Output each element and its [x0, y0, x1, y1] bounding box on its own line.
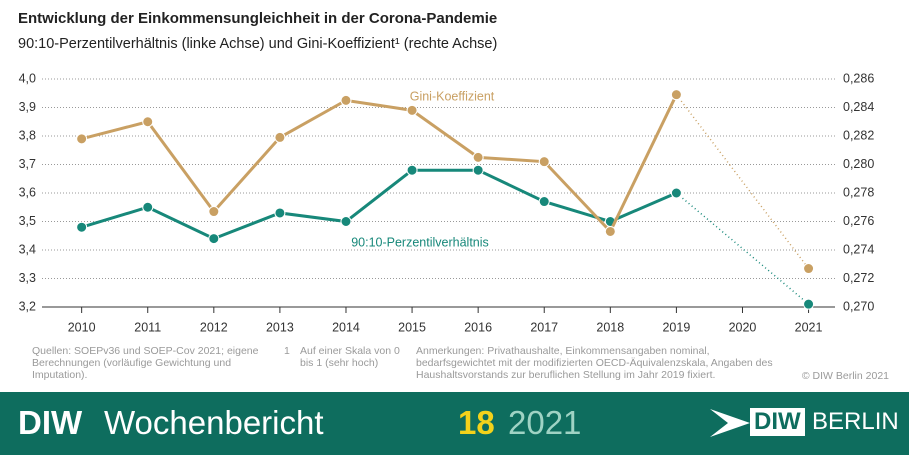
y-tick-label: 3,4 [19, 242, 36, 256]
footnote-mark: 1 [284, 345, 290, 357]
banner: DIW Wochenbericht 18 2021 DIW BERLIN [0, 392, 909, 455]
point [340, 94, 352, 106]
point [670, 89, 682, 101]
y-tick-label: 3,6 [19, 185, 36, 199]
gap-connector [675, 94, 810, 269]
x-tick-label: 2018 [596, 320, 624, 334]
point [803, 298, 815, 310]
banner-year: 2021 [508, 404, 582, 441]
point [208, 233, 220, 245]
point [76, 221, 88, 233]
y-tick-label: 3,9 [19, 100, 36, 114]
point [670, 187, 682, 199]
series-label: Gini-Koeffizient [410, 89, 495, 103]
y2-tick-label: 0,284 [843, 100, 874, 114]
x-tick-label: 2010 [68, 320, 96, 334]
y-tick-label: 3,8 [19, 128, 36, 142]
x-tick-label: 2013 [266, 320, 294, 334]
point [538, 196, 550, 208]
x-tick-label: 2011 [134, 320, 161, 334]
point [538, 156, 550, 168]
y2-tick-label: 0,272 [843, 271, 874, 285]
y2-tick-label: 0,278 [843, 185, 874, 199]
logo-icon [710, 409, 750, 437]
point [803, 263, 815, 275]
y-tick-label: 3,3 [19, 271, 36, 285]
title: Entwicklung der Einkommensungleichheit i… [18, 10, 498, 27]
y-tick-label: 3,5 [19, 214, 36, 228]
footnote: Auf einer Skala von 0 bis 1 (sehr hoch) [300, 345, 400, 369]
point [472, 164, 484, 176]
point [340, 216, 352, 227]
x-tick-label: 2016 [464, 320, 492, 334]
y2-tick-label: 0,280 [843, 157, 874, 171]
series-label: 90:10-Perzentilverhältnis [351, 235, 489, 249]
copyright: © DIW Berlin 2021 [801, 370, 889, 382]
point [274, 207, 286, 219]
banner-brand: DIW [18, 404, 83, 441]
chart: 3,2 3,3 3,4 3,5 3,6 3,7 3,8 3,9 4,0 0,270 0,272 0,2… [19, 71, 875, 334]
point [208, 206, 220, 218]
logo-b: BERLIN [812, 408, 899, 435]
notes: Anmerkungen: Privathaushalte, Einkommens… [416, 345, 773, 381]
y-tick-label: 4,0 [19, 71, 36, 85]
banner-publication: Wochenbericht [104, 404, 324, 441]
x-tick-label: 2019 [662, 320, 690, 334]
x-tick-label: 2020 [729, 320, 757, 334]
point [274, 131, 286, 143]
point [604, 225, 616, 237]
subtitle: 90:10-Perzentilverhältnis (linke Achse) … [18, 36, 498, 52]
point [142, 201, 154, 213]
y-tick-label: 3,7 [19, 157, 36, 171]
x-tick-label: 2017 [530, 320, 558, 334]
x-tick-label: 2015 [398, 320, 426, 334]
x-tick-label: 2014 [332, 320, 360, 334]
y2-tick-label: 0,282 [843, 128, 874, 142]
gap-connector [675, 192, 810, 305]
point [406, 164, 418, 176]
logo-a: DIW [750, 408, 805, 436]
point [76, 133, 88, 145]
x-tick-label: 2012 [200, 320, 228, 334]
point [406, 104, 418, 116]
y-tick-label: 3,2 [19, 299, 36, 313]
point [472, 151, 484, 163]
point [142, 116, 154, 128]
sources: Quellen: SOEPv36 und SOEP-Cov 2021; eige… [32, 345, 259, 381]
y2-tick-label: 0,274 [843, 242, 874, 256]
y2-tick-label: 0,276 [843, 214, 874, 228]
banner-issue: 18 [458, 404, 495, 441]
y2-tick-label: 0,286 [843, 71, 874, 85]
x-tick-label: 2021 [795, 320, 823, 334]
y2-tick-label: 0,270 [843, 299, 874, 313]
